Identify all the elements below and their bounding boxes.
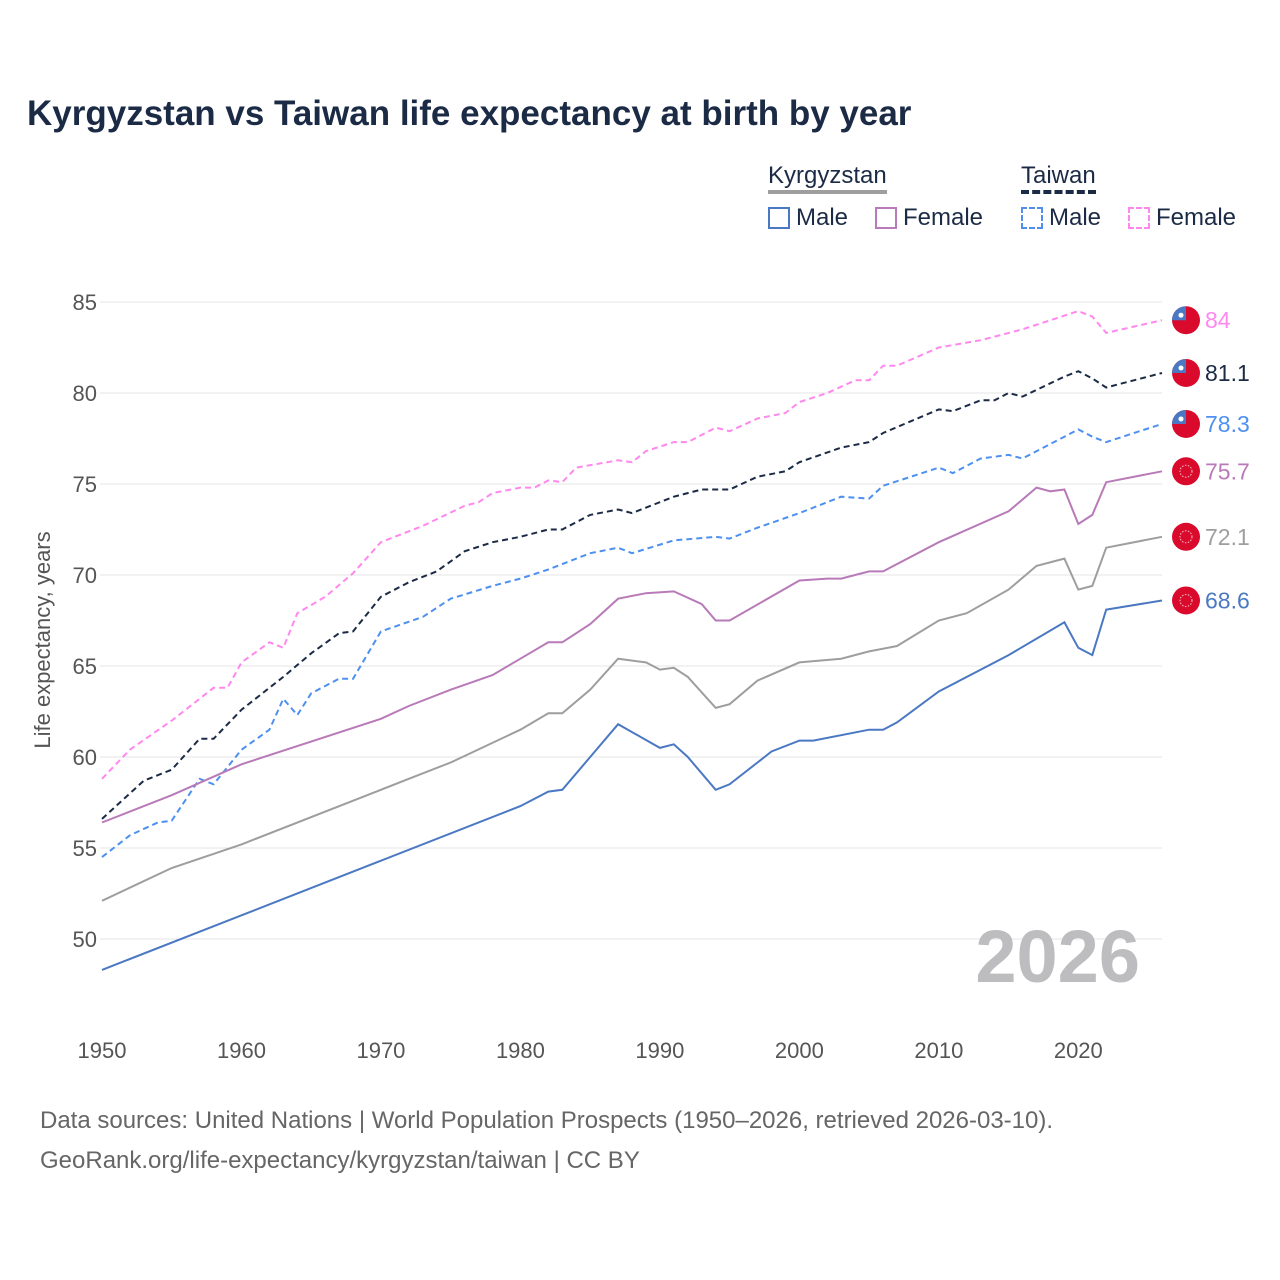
y-axis-label: Life expectancy, years — [30, 531, 55, 748]
series-line-kyrgyzstan — [101, 535, 1163, 902]
y-tick-label: 80 — [73, 381, 97, 406]
end-value-label: 84 — [1205, 307, 1231, 333]
series-line-taiwan-male — [101, 422, 1163, 858]
y-axis: 50 55 60 65 70 75 80 85 — [73, 290, 97, 952]
y-tick-label: 60 — [73, 745, 97, 770]
x-tick-label: 1980 — [496, 1038, 545, 1063]
legend-label: Female — [1156, 204, 1237, 231]
legend-swatch — [768, 207, 790, 229]
end-value-label: 68.6 — [1205, 587, 1250, 613]
legend-label: Male — [796, 204, 849, 231]
x-tick-label: 1970 — [356, 1038, 405, 1063]
x-tick-label: 2010 — [914, 1038, 963, 1063]
series-line-kyrgyzstan-female — [101, 470, 1163, 824]
x-tick-label: 2000 — [775, 1038, 824, 1063]
end-value-label: 78.3 — [1205, 411, 1250, 437]
legend-item-taiwan-female[interactable]: Female — [1128, 204, 1236, 232]
series-lines — [101, 310, 1163, 971]
gridlines — [100, 301, 1162, 940]
legend-label: Female — [903, 204, 984, 231]
legend-group-taiwan: Taiwan — [1021, 162, 1096, 194]
legend-swatch — [1128, 207, 1150, 229]
x-axis: 1950 1960 1970 1980 1990 2000 2010 2020 — [78, 1038, 1103, 1063]
legend-swatch — [875, 207, 897, 229]
y-tick-label: 55 — [73, 836, 97, 861]
end-value-label: 72.1 — [1205, 524, 1250, 550]
series-line-taiwan — [101, 370, 1163, 820]
x-tick-label: 1960 — [217, 1038, 266, 1063]
legend-label: Male — [1049, 204, 1102, 231]
end-value-label: 75.7 — [1205, 458, 1250, 484]
kyrgyzstan-flag-icon — [1172, 457, 1200, 486]
y-tick-label: 75 — [73, 472, 97, 497]
legend-item-kyrgyzstan-male[interactable]: Male — [768, 204, 848, 232]
chart-title: Kyrgyzstan vs Taiwan life expectancy at … — [27, 94, 912, 133]
legend-item-taiwan-male[interactable]: Male — [1021, 204, 1101, 232]
taiwan-flag-icon — [1172, 409, 1200, 438]
end-value-label: 81.1 — [1205, 360, 1250, 386]
taiwan-flag-icon — [1172, 358, 1200, 387]
legend-item-kyrgyzstan-female[interactable]: Female — [875, 204, 983, 232]
series-line-taiwan-female — [101, 310, 1163, 780]
kyrgyzstan-flag-icon — [1172, 586, 1200, 615]
series-line-kyrgyzstan-male — [101, 599, 1163, 971]
kyrgyzstan-flag-icon — [1172, 522, 1200, 551]
y-tick-label: 85 — [73, 290, 97, 315]
footer-source: Data sources: United Nations | World Pop… — [40, 1107, 1054, 1134]
taiwan-flag-icon — [1172, 306, 1200, 335]
year-watermark: 2026 — [975, 915, 1140, 998]
y-tick-label: 50 — [73, 927, 97, 952]
x-tick-label: 1950 — [78, 1038, 127, 1063]
x-tick-label: 2020 — [1054, 1038, 1103, 1063]
end-labels: 84 81.1 78.3 75.7 72.1 68.6 — [1172, 306, 1250, 615]
legend-group-kyrgyzstan: Kyrgyzstan — [768, 162, 887, 194]
footer-link[interactable]: GeoRank.org/life-expectancy/kyrgyzstan/t… — [40, 1147, 640, 1174]
y-tick-label: 70 — [73, 563, 97, 588]
y-tick-label: 65 — [73, 654, 97, 679]
legend-swatch — [1021, 207, 1043, 229]
x-tick-label: 1990 — [635, 1038, 684, 1063]
